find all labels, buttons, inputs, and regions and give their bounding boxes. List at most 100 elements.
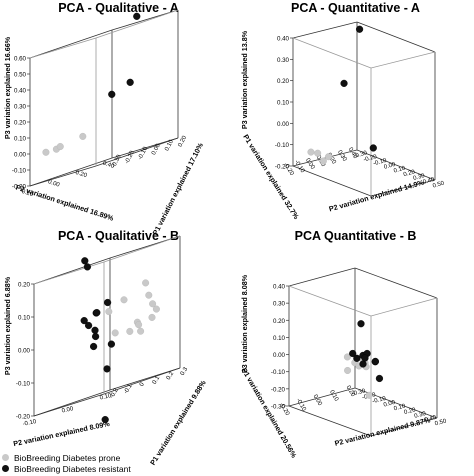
z-tick-label: 0.00 xyxy=(14,152,27,159)
y-tick-label: -0.10 xyxy=(137,146,149,161)
legend-label: BioBreeding Diabetes resistant xyxy=(14,463,131,474)
x-axis-label: P2 variation explained 16.89% xyxy=(15,183,116,223)
z-tick-label: 0.30 xyxy=(273,301,286,308)
data-point-resistant xyxy=(340,79,348,87)
x-tick-label: 0.00 xyxy=(383,162,397,171)
y-tick-label: -0.1 xyxy=(123,383,134,396)
box-edge xyxy=(33,261,105,285)
z-tick-label: 0.20 xyxy=(18,282,31,289)
floor-edge xyxy=(103,367,181,395)
box-edge xyxy=(370,51,436,69)
x-axis-line xyxy=(29,157,113,187)
x-tick-label: -0.30 xyxy=(353,150,368,160)
z-tick-label: 0.00 xyxy=(18,348,31,355)
data-point-resistant xyxy=(133,12,141,20)
data-point-resistant xyxy=(93,308,101,317)
y-axis-label: P1 variation explained 32.7% xyxy=(241,133,301,222)
y-tick-label: 0.00 xyxy=(312,394,323,408)
data-point-prone xyxy=(324,153,332,161)
x-axis-label: P2 variation explained 14.9% xyxy=(328,178,426,214)
z-tick-label: 0.10 xyxy=(273,335,286,342)
box-edge xyxy=(356,21,436,53)
data-point-prone xyxy=(344,366,352,374)
box-edge xyxy=(354,267,438,299)
x-tick-label: 0.20 xyxy=(404,407,417,416)
data-point-prone xyxy=(145,291,153,299)
data-point-resistant xyxy=(357,320,365,328)
z-tick-label: 0.40 xyxy=(14,88,27,95)
x-tick-label: -0.30 xyxy=(351,388,366,397)
y-axis-label: P1 variation explained 9.88% xyxy=(148,378,208,467)
data-point-resistant xyxy=(84,321,93,330)
data-point-prone xyxy=(343,353,351,361)
y-axis-line xyxy=(288,387,356,407)
y-tick-label: 0.00 xyxy=(151,142,162,156)
x-tick-label: 0.20 xyxy=(403,169,417,178)
floor-edge xyxy=(370,179,436,197)
z-tick-label: 0.40 xyxy=(273,284,286,291)
y-tick-label: 0.10 xyxy=(328,389,339,403)
x-tick-label: 0.00 xyxy=(47,179,61,189)
data-point-prone xyxy=(307,148,315,156)
legend-marker-prone xyxy=(2,454,9,461)
floor-edge xyxy=(95,137,179,167)
data-point-prone xyxy=(79,132,87,140)
z-tick-label: -0.10 xyxy=(275,142,290,149)
x-tick-label: 0.50 xyxy=(434,418,447,427)
data-point-resistant xyxy=(361,354,369,362)
x-tick-label: -0.20 xyxy=(363,154,378,164)
data-point-resistant xyxy=(81,257,89,265)
data-point-prone xyxy=(105,308,113,316)
data-point-resistant xyxy=(126,78,134,86)
floor-edge xyxy=(288,405,372,437)
y-tick-label: 0.30 xyxy=(336,149,348,163)
axes-box xyxy=(33,235,181,417)
data-point-resistant xyxy=(103,298,112,307)
y-tick-label: 0.10 xyxy=(164,138,175,152)
panel-quantitative-a: PCA - Quantitative - A 0.40 0.30 0.20 0.10 0… xyxy=(237,0,474,225)
legend-item-resistant: BioBreeding Diabetes resistant xyxy=(2,463,131,474)
x-tick-label: 0.10 xyxy=(99,393,112,401)
data-point-resistant xyxy=(80,316,88,325)
box-edge xyxy=(370,297,438,317)
x-tick-label: -0.20 xyxy=(19,188,34,198)
panel-quantitative-b: PCA Quantitative - B 0.40 0.30 0.20 0.10 0.0… xyxy=(237,228,474,460)
data-point-prone xyxy=(142,279,150,287)
y-tick-label: -0.20 xyxy=(124,150,136,165)
z-tick-label: -0.20 xyxy=(12,184,27,191)
data-point-prone xyxy=(135,321,143,329)
data-point-resistant xyxy=(89,342,98,351)
y-tick-label: 0.20 xyxy=(345,385,356,399)
box-edge xyxy=(95,9,179,39)
chart-plot: 0.400.300.200.100.00-0.10-0.20-0.30-0.30… xyxy=(240,267,448,460)
legend-label: BioBreeding Diabetes prone xyxy=(14,452,121,463)
z-tick-label: 0.20 xyxy=(14,120,27,127)
x-axis-label: P2 variation explained 9.87% xyxy=(334,415,432,448)
z-tick-label: -0.20 xyxy=(271,386,286,393)
legend: BioBreeding Diabetes prone BioBreeding D… xyxy=(2,452,131,474)
z-tick-label: 0.20 xyxy=(273,318,286,325)
panel-qualitative-b: PCA - Qualitative - B 0.20 0.10 0.00 -0.10-… xyxy=(0,228,237,467)
y-axis-label: P1 variation explained 17.10% xyxy=(151,141,206,237)
z-tick-label: 0.60 xyxy=(14,56,27,63)
data-point-resistant xyxy=(349,349,357,358)
x-tick-label: 0.30 xyxy=(413,173,427,182)
floor-edge xyxy=(29,165,97,187)
z-tick-label: 0.50 xyxy=(14,72,27,79)
data-point-prone xyxy=(319,157,327,165)
x-tick-label: 0.40 xyxy=(102,161,116,171)
data-point-prone xyxy=(56,143,64,151)
data-point-resistant xyxy=(91,332,100,341)
z-tick-label: 0.00 xyxy=(273,352,286,359)
chart-title: PCA - Qualitative - B xyxy=(57,229,180,243)
data-point-prone xyxy=(365,391,373,399)
x-tick-label: -0.10 xyxy=(373,158,388,168)
z-axis-label: P3 variation explained 13.8% xyxy=(240,30,249,129)
x-axis-line xyxy=(356,149,436,181)
chart-plot: 0.200.100.00-0.10-0.200.100.00-0.10-0.2-… xyxy=(3,235,208,467)
y-tick-label: 0 xyxy=(139,381,146,388)
chart-title: PCA - Quantitative - A xyxy=(291,1,420,15)
y-tick-label: 0.20 xyxy=(178,134,189,148)
data-point-prone xyxy=(314,149,322,157)
z-axis-label: P3 variation explained 6.88% xyxy=(3,276,12,375)
